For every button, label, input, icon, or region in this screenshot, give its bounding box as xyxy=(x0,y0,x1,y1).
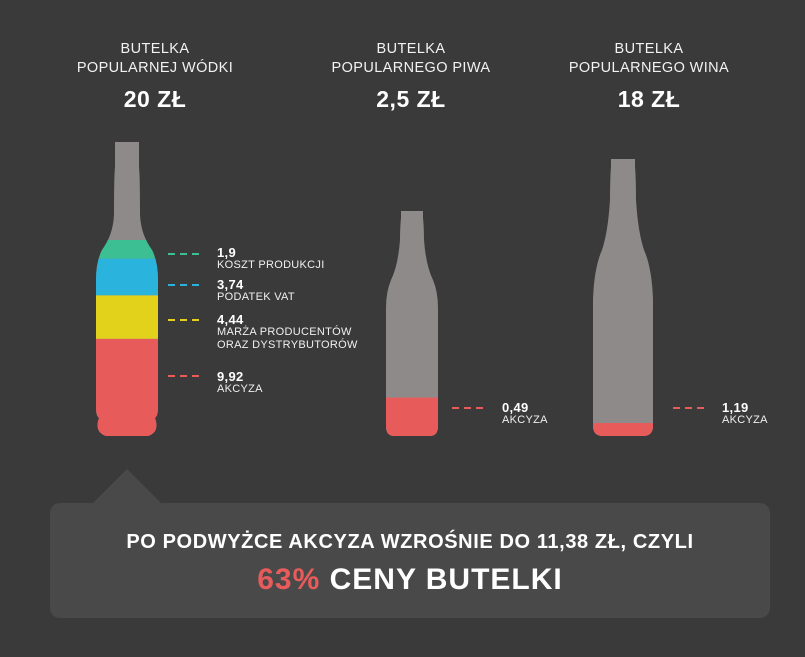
legend-value: 0,49 xyxy=(502,400,529,415)
legend-value: 1,19 xyxy=(722,400,749,415)
legend-beer-excise: 0,49 AKCYZA xyxy=(502,401,548,427)
legend-value: 3,74 xyxy=(217,277,244,292)
beer-price: 2,5 ZŁ xyxy=(376,86,446,112)
vodka-title-line2: POPULARNEJ WÓDKI xyxy=(76,60,234,76)
beer-bottle-shape xyxy=(386,211,438,436)
banner-pointer xyxy=(92,469,162,504)
legend-vodka-vat: 3,74 PODATEK VAT xyxy=(217,278,295,304)
vodka-bottle xyxy=(96,142,204,436)
legend-vodka-margin: 4,44 MARŻA PRODUCENTÓW ORAZ DYSTRYBUTORÓ… xyxy=(217,313,358,352)
vodka-segment-0 xyxy=(96,338,158,436)
wine-bottle-shape xyxy=(593,159,653,436)
beer-header: BUTELKA POPULARNEGO PIWA 2,5 ZŁ xyxy=(291,40,531,113)
vodka-segment-3 xyxy=(96,240,158,259)
wine-title-line2: POPULARNEGO WINA xyxy=(568,60,730,76)
legend-label-line2: ORAZ DYSTRYBUTORÓW xyxy=(217,339,358,351)
legend-value: 4,44 xyxy=(217,312,244,327)
vodka-header: BUTELKA POPULARNEJ WÓDKI 20 ZŁ xyxy=(35,40,275,113)
wine-header: BUTELKA POPULARNEGO WINA 18 ZŁ xyxy=(529,40,769,113)
bottles-chart xyxy=(96,142,709,436)
legend-label: PODATEK VAT xyxy=(217,291,295,303)
legend-label: AKCYZA xyxy=(722,414,768,426)
beer-title-line2: POPULARNEGO PIWA xyxy=(331,60,491,76)
legend-vodka-excise: 9,92 AKCYZA xyxy=(217,370,263,396)
vodka-price: 20 ZŁ xyxy=(123,86,187,112)
legend-label: AKCYZA xyxy=(217,383,263,395)
wine-title-line1: BUTELKA xyxy=(614,41,684,57)
beer-segment-0 xyxy=(386,397,438,436)
vodka-title-line1: BUTELKA xyxy=(120,41,190,57)
wine-segment-0 xyxy=(593,423,653,436)
legend-label: KOSZT PRODUKCJI xyxy=(217,259,325,271)
beer-bottle xyxy=(386,211,488,436)
banner-line1: PO PODWYŻCE AKCYZA WZROŚNIE DO 11,38 ZŁ,… xyxy=(126,531,694,553)
legend-value: 1,9 xyxy=(217,245,236,260)
legend-label: AKCYZA xyxy=(502,414,548,426)
vodka-segment-1 xyxy=(96,295,158,339)
legend-wine-excise: 1,19 AKCYZA xyxy=(722,401,768,427)
wine-bottle xyxy=(593,159,709,436)
beer-title-line1: BUTELKA xyxy=(376,41,446,57)
wine-price: 18 ZŁ xyxy=(617,86,681,112)
legend-vodka-production: 1,9 KOSZT PRODUKCJI xyxy=(217,246,325,272)
legend-value: 9,92 xyxy=(217,369,244,384)
banner-line2-text: CENY BUTELKI xyxy=(320,563,563,596)
banner-line2: 63% CENY BUTELKI xyxy=(50,563,770,597)
banner-percent: 63% xyxy=(257,563,321,596)
summary-banner: PO PODWYŻCE AKCYZA WZROŚNIE DO 11,38 ZŁ,… xyxy=(50,503,770,618)
legend-label: MARŻA PRODUCENTÓW xyxy=(217,326,352,338)
vodka-segment-2 xyxy=(96,258,158,296)
